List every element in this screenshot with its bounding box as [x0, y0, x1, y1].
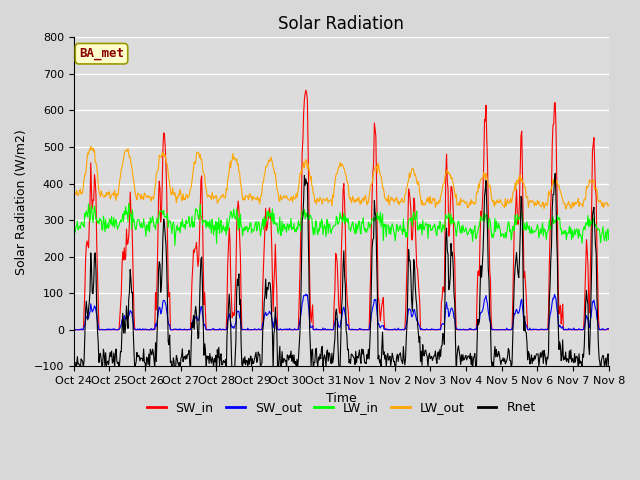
LW_out: [562, 206, 570, 212]
SW_out: [134, 327, 142, 333]
SW_out: [422, 326, 430, 332]
SW_out: [407, 308, 415, 314]
Line: LW_in: LW_in: [74, 204, 609, 245]
Legend: SW_in, SW_out, LW_in, LW_out, Rnet: SW_in, SW_out, LW_in, LW_out, Rnet: [142, 396, 541, 420]
SW_out: [189, 318, 196, 324]
LW_out: [407, 171, 415, 177]
SW_out: [79, 327, 87, 333]
LW_out: [422, 198, 430, 204]
LW_in: [70, 225, 77, 230]
LW_in: [79, 221, 87, 227]
SW_in: [134, 327, 142, 333]
LW_in: [135, 217, 143, 223]
Line: SW_in: SW_in: [74, 90, 609, 330]
LW_in: [171, 242, 179, 248]
SW_in: [189, 264, 196, 270]
Rnet: [407, 272, 415, 277]
Line: LW_out: LW_out: [74, 146, 609, 209]
LW_out: [218, 194, 226, 200]
LW_in: [408, 215, 415, 221]
SW_out: [605, 326, 612, 332]
SW_out: [217, 327, 225, 333]
Rnet: [79, 365, 87, 371]
LW_out: [70, 195, 77, 201]
X-axis label: Time: Time: [326, 392, 356, 405]
LW_out: [135, 192, 143, 197]
Title: Solar Radiation: Solar Radiation: [278, 15, 404, 33]
SW_out: [302, 291, 310, 297]
SW_in: [422, 327, 430, 333]
Rnet: [189, 312, 197, 318]
LW_in: [424, 222, 431, 228]
SW_in: [70, 327, 77, 333]
SW_out: [70, 327, 77, 333]
SW_in: [407, 206, 415, 212]
Rnet: [134, 352, 142, 358]
Rnet: [218, 362, 226, 368]
LW_out: [605, 202, 612, 208]
Rnet: [70, 357, 77, 362]
SW_in: [302, 87, 310, 93]
Rnet: [605, 363, 612, 369]
LW_in: [125, 201, 132, 206]
SW_in: [217, 327, 225, 333]
Y-axis label: Solar Radiation (W/m2): Solar Radiation (W/m2): [15, 129, 28, 275]
LW_out: [79, 183, 87, 189]
Rnet: [422, 351, 430, 357]
LW_out: [189, 165, 197, 170]
LW_in: [219, 226, 227, 232]
Line: Rnet: Rnet: [74, 173, 609, 384]
Rnet: [552, 170, 559, 176]
LW_out: [87, 143, 95, 149]
Rnet: [171, 381, 179, 386]
Text: BA_met: BA_met: [79, 47, 124, 60]
SW_in: [79, 327, 87, 333]
LW_in: [605, 237, 612, 243]
LW_in: [190, 224, 198, 229]
Line: SW_out: SW_out: [74, 294, 609, 330]
SW_in: [605, 327, 612, 333]
